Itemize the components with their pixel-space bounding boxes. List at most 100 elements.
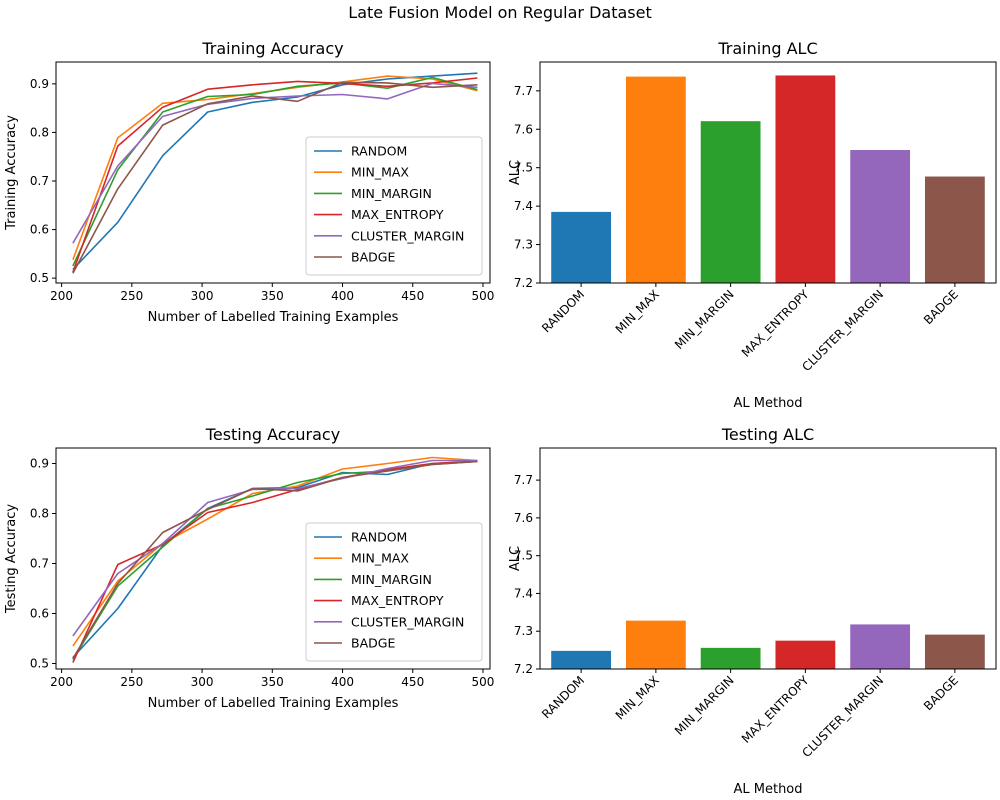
bar-random — [551, 211, 612, 283]
y-tick-label: 7.4 — [514, 199, 533, 213]
y-tick-label: 0.8 — [30, 125, 49, 139]
legend-label: MIN_MAX — [351, 165, 409, 180]
axes-frame — [55, 61, 491, 284]
y-tick-label: 7.4 — [514, 586, 533, 600]
legend-frame — [305, 136, 483, 276]
x-tick-label: 500 — [472, 289, 495, 303]
legend-label: MAX_ENTROPY — [351, 593, 444, 608]
y-axis-label: Testing Accuracy — [4, 504, 19, 614]
legend-label: MIN_MARGIN — [351, 572, 432, 587]
series-line-random — [72, 460, 478, 659]
x-tick-label: 350 — [261, 289, 284, 303]
legend: RANDOM MIN_MAX MIN_MARGIN MAX_ENTROPY CLUSTE… — [305, 522, 483, 662]
axes-frame — [55, 447, 491, 670]
x-tick-label: 350 — [261, 675, 284, 689]
bar-badge — [924, 634, 985, 669]
x-tick-label: BADGE — [921, 287, 961, 327]
bar-cluster-margin — [850, 624, 911, 669]
legend-label: BADGE — [351, 250, 395, 265]
y-tick-label: 7.5 — [514, 549, 533, 563]
bar-min-max — [625, 76, 686, 283]
subplot-title: Testing Accuracy — [205, 425, 340, 444]
series-line-max-entropy — [72, 460, 478, 663]
x-tick-label: 200 — [50, 675, 73, 689]
legend-label: CLUSTER_MARGIN — [351, 228, 464, 243]
x-tick-label: MAX_ENTROPY — [739, 673, 812, 746]
x-tick-label: MIN_MARGIN — [672, 673, 737, 738]
bar-cluster-margin — [850, 150, 911, 283]
x-tick-label: 300 — [191, 675, 214, 689]
legend-label: MAX_ENTROPY — [351, 207, 444, 222]
bar-max-entropy — [775, 75, 836, 283]
y-tick-label: 7.3 — [514, 624, 533, 638]
y-tick-label: 7.5 — [514, 161, 533, 175]
y-tick-label: 7.6 — [514, 511, 533, 525]
legend-label: CLUSTER_MARGIN — [351, 614, 464, 629]
series-line-cluster-margin — [72, 82, 478, 244]
subplot-3: Testing Accuracy 0.5 0.6 0.7 0.8 0.9 Testing A… — [4, 425, 494, 711]
y-tick-label: 7.6 — [514, 122, 533, 136]
legend-label: MIN_MARGIN — [351, 186, 432, 201]
bar-badge — [924, 176, 985, 283]
x-tick-label: CLUSTER_MARGIN — [799, 673, 886, 760]
subplot-title: Testing ALC — [721, 425, 814, 444]
x-tick-label: CLUSTER_MARGIN — [799, 287, 886, 374]
x-tick-label: 250 — [120, 289, 143, 303]
legend-label: RANDOM — [351, 530, 407, 545]
x-tick-label: BADGE — [921, 673, 961, 713]
y-tick-label: 0.8 — [30, 507, 49, 521]
y-tick-label: 0.7 — [30, 174, 49, 188]
y-tick-label: 7.3 — [514, 238, 533, 252]
x-tick-label: MIN_MAX — [613, 673, 662, 722]
x-axis-label: Number of Labelled Training Examples — [148, 310, 399, 325]
y-tick-label: 0.5 — [30, 271, 49, 285]
figure-title: Late Fusion Model on Regular Dataset — [348, 3, 651, 22]
x-tick-label: MIN_MAX — [613, 287, 662, 336]
x-tick-label: RANDOM — [539, 673, 587, 721]
x-axis-label: AL Method — [733, 396, 802, 411]
axes-frame — [539, 447, 997, 670]
x-tick-label: 400 — [331, 289, 354, 303]
y-tick-label: 7.2 — [514, 276, 533, 290]
subplot-4: Testing ALC 7.2 7.3 7.4 7.5 7.6 7.7 ALC RANDOM MI… — [508, 425, 997, 797]
bar-min-margin — [700, 647, 761, 669]
y-tick-label: 7.2 — [514, 662, 533, 676]
legend: RANDOM MIN_MAX MIN_MARGIN MAX_ENTROPY CLUSTE… — [305, 136, 483, 276]
legend-frame — [305, 522, 483, 662]
x-tick-label: 450 — [401, 289, 424, 303]
bar-max-entropy — [775, 640, 836, 669]
subplot-title: Training ALC — [717, 39, 817, 58]
x-tick-label: 200 — [50, 289, 73, 303]
y-tick-label: 0.9 — [30, 457, 49, 471]
x-tick-label: 500 — [472, 675, 495, 689]
x-tick-label: 450 — [401, 675, 424, 689]
y-tick-label: 0.5 — [30, 657, 49, 671]
bar-random — [551, 650, 612, 669]
series-line-badge — [72, 460, 478, 659]
x-tick-label: 250 — [120, 675, 143, 689]
y-axis-label: Training Accuracy — [4, 115, 19, 231]
x-tick-label: MAX_ENTROPY — [739, 287, 812, 360]
subplot-1: Training Accuracy 0.5 0.6 0.7 0.8 0.9 Training… — [4, 39, 494, 325]
legend-label: BADGE — [351, 636, 395, 651]
y-tick-label: 0.6 — [30, 223, 49, 237]
y-axis-label: ALC — [508, 160, 523, 185]
legend-label: MIN_MAX — [351, 551, 409, 566]
x-tick-label: 400 — [331, 675, 354, 689]
y-tick-label: 0.6 — [30, 607, 49, 621]
y-axis-label: ALC — [508, 546, 523, 571]
subplot-2: Training ALC 7.2 7.3 7.4 7.5 7.6 7.7 ALC RANDOM M… — [508, 39, 997, 411]
subplot-title: Training Accuracy — [201, 39, 343, 58]
axes-frame — [539, 61, 997, 284]
bar-min-max — [625, 620, 686, 669]
x-tick-label: MIN_MARGIN — [672, 287, 737, 352]
y-tick-label: 7.7 — [514, 84, 533, 98]
bar-min-margin — [700, 121, 761, 283]
y-tick-label: 7.7 — [514, 473, 533, 487]
x-axis-label: Number of Labelled Training Examples — [148, 696, 399, 711]
legend-label: RANDOM — [351, 144, 407, 159]
x-tick-label: RANDOM — [539, 287, 587, 335]
series-line-badge — [72, 81, 478, 274]
y-tick-label: 0.9 — [30, 77, 49, 91]
